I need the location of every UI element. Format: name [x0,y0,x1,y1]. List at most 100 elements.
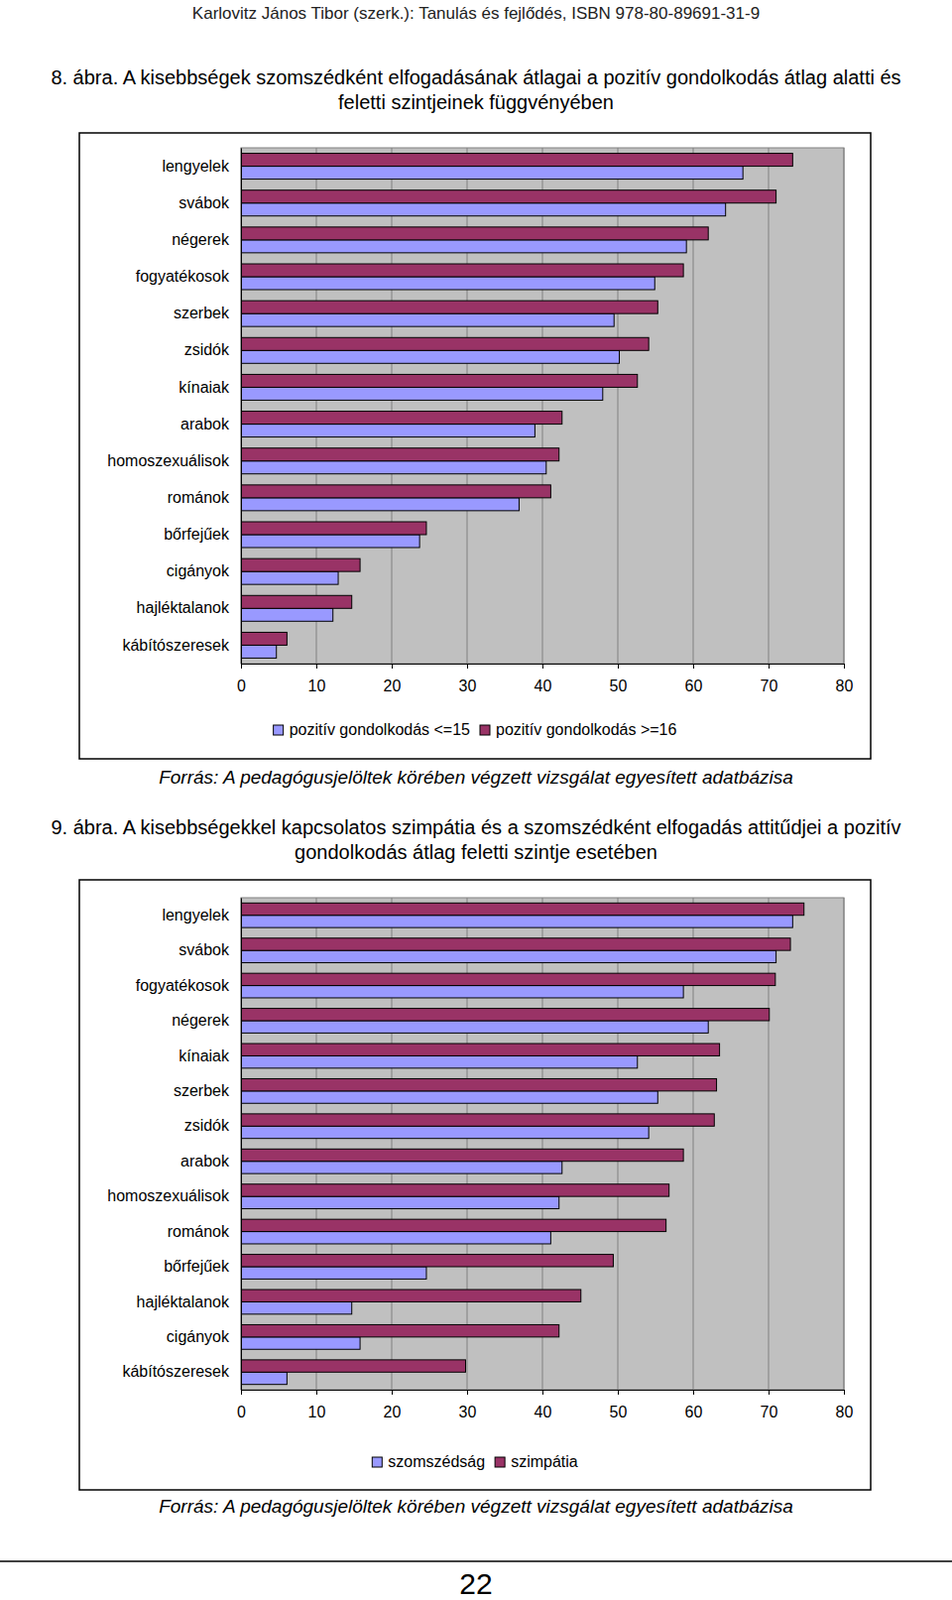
category-label: kínaiak [178,1047,231,1065]
chart: 9. ábra. A kisebbségekkel kapcsolatos sz… [50,816,901,1517]
grid-line [542,897,544,1390]
bar [240,1148,684,1161]
y-tick: lengyelek [161,157,241,175]
category-label: homoszexuálisok [107,1187,231,1204]
bar [240,558,360,572]
y-tick: szerbek [173,304,241,322]
x-tick: 60 [685,663,704,695]
bar [240,461,547,475]
bar [240,497,519,511]
y-tick: kínaiak [178,378,241,396]
axis-line [241,1390,845,1396]
tick-label: 40 [534,1403,553,1421]
category-label: fogyatékosok [135,267,231,285]
legend: szomszédság szimpátia [371,1452,579,1470]
y-tick: bőrfejűek [163,525,241,543]
chart-title: 8. ábra. A kisebbségek szomszédként elfo… [50,66,901,114]
bar [240,985,684,998]
tick-mark [467,663,469,669]
grid-line [617,147,619,664]
series [240,166,743,659]
bar [240,1125,649,1138]
bars [240,902,805,1384]
x-axis: 01020304050607080 [237,663,853,695]
y-tick: zsidók [184,1116,241,1134]
bar [240,915,793,928]
page-number: 22 [459,1566,492,1600]
tick-label: 0 [237,677,246,695]
tick-mark [768,1389,770,1395]
bar [240,938,791,951]
tick-mark [542,663,544,669]
tick-label: 80 [835,1403,854,1421]
category-label: románok [167,488,231,506]
tick-mark [693,663,695,669]
bar [240,337,649,351]
grid-line [391,897,393,1390]
bar [240,595,353,608]
y-tick: hajléktalanok [136,598,241,616]
grid-line [316,897,318,1390]
category-label: bőrfejűek [163,1257,231,1275]
bar [240,902,805,915]
bar [240,1184,670,1196]
legend-label: szomszédság [387,1452,485,1470]
grid-line [843,897,845,1390]
legend-item: szimpátia [494,1452,579,1470]
bar [240,1254,613,1267]
bar [240,1336,360,1349]
y-tick: románok [167,1222,241,1240]
bar [240,424,535,438]
tick-mark [617,1389,619,1395]
tick-mark [467,1389,469,1395]
category-label: lengyelek [161,906,231,924]
grid-line [693,147,695,664]
x-axis: 01020304050607080 [237,1389,853,1421]
category-label: svábok [178,194,231,212]
legend-item: szomszédság [371,1452,485,1470]
chart-frame [79,132,871,759]
series [240,902,805,1372]
source-note: Forrás: A pedagógusjelöltek körében végz… [158,766,794,788]
tick-mark [240,663,242,669]
category-label: hajléktalanok [136,598,231,616]
tick-label: 20 [383,677,402,695]
x-tick: 30 [459,1389,477,1421]
bar [240,313,614,327]
y-tick: hajléktalanok [136,1293,241,1310]
bar [240,1195,560,1208]
category-label: svábok [178,941,231,958]
x-tick: 20 [383,1389,402,1421]
bar [240,373,638,387]
bar [240,631,287,645]
bar [240,644,277,658]
bar [240,190,777,204]
bar [240,153,793,167]
grid-line [843,147,845,664]
tick-mark [316,663,318,669]
tick-label: 60 [685,677,704,695]
y-tick: svábok [178,194,241,212]
series [240,915,793,1385]
bar [240,534,420,548]
bar [240,1301,353,1313]
grid [240,147,844,664]
category-label: négerek [171,231,231,248]
grid-line [316,147,318,664]
y-tick: arabok [180,415,241,433]
grid [240,897,844,1390]
legend-swatch [494,1456,505,1467]
page: Karlovitz János Tibor (szerk.): Tanulás … [0,0,952,1600]
x-tick: 50 [609,663,628,695]
tick-label: 10 [308,677,327,695]
category-label: fogyatékosok [135,976,231,994]
category-label: zsidók [184,1116,231,1134]
y-tick: kábítószeresek [121,1362,241,1380]
category-label: zsidók [184,341,231,358]
legend-swatch [273,724,284,735]
chart-title: 9. ábra. A kisebbségekkel kapcsolatos sz… [50,816,901,863]
y-tick: lengyelek [161,906,241,924]
tick-mark [316,1389,318,1395]
y-tick: szerbek [173,1081,241,1099]
bar [240,1371,287,1384]
